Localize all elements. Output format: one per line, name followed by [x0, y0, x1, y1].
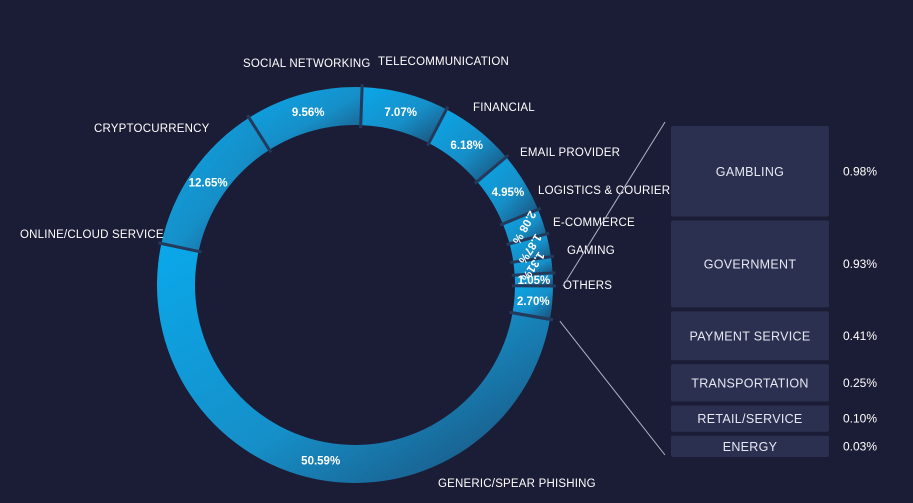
divider-telecommunication	[426, 106, 450, 147]
breakdown-percent-transportation: 0.25%	[843, 376, 877, 390]
category-label-others: OTHERS	[563, 280, 612, 292]
breakdown-label-energy: ENERGY	[723, 440, 778, 454]
slice-gaming	[514, 272, 553, 286]
breakdown-box-transportation	[671, 364, 829, 402]
category-label-logistics-couriers: LOGISTICS & COURIERS	[538, 185, 678, 197]
slice-others	[512, 285, 553, 320]
slice-dividers	[158, 84, 557, 322]
slice-cryptocurrency	[249, 87, 363, 150]
donut-slices	[157, 87, 553, 483]
divider-cryptocurrency	[246, 114, 273, 154]
breakdown-percent-payment-service: 0.41%	[843, 329, 877, 343]
slice-telecommunication	[428, 109, 507, 182]
breakdown-percent-retail-service: 0.10%	[843, 412, 877, 426]
connector-line-bottom	[559, 320, 666, 456]
slice-generic-spear-phishing	[157, 243, 550, 483]
slice-percent-cryptocurrency: 9.56%	[292, 107, 325, 119]
breakdown-percent-energy: 0.03%	[843, 439, 877, 453]
breakdown-box-gambling	[671, 126, 829, 217]
divider-social-networking	[359, 84, 364, 129]
divider-e-commerce	[510, 254, 555, 265]
breakdown-box-retail-service	[671, 405, 829, 432]
slice-financial	[477, 157, 539, 224]
breakdown-label-transportation: TRANSPORTATION	[691, 376, 808, 390]
category-label-cryptocurrency: CRYPTOCURRENCY	[94, 123, 210, 135]
divider-end	[509, 310, 554, 322]
category-label-generic-spear-phishing: GENERIC/SPEAR PHISHING	[438, 478, 596, 490]
breakdown-percent-government: 0.93%	[843, 257, 877, 271]
breakdown-percent-gambling: 0.98%	[843, 164, 877, 178]
connector-line-top	[562, 121, 666, 287]
divider-financial	[473, 153, 510, 185]
category-label-telecommunication: TELECOMMUNICATION	[378, 56, 509, 68]
category-label-financial: FINANCIAL	[473, 102, 535, 114]
slice-percent-telecommunication: 6.18%	[450, 140, 483, 152]
divider-gaming	[511, 271, 556, 277]
category-label-e-commerce: E-COMMERCE	[553, 217, 635, 229]
others-breakdown-boxes: GAMBLING 0.98% GOVERNMENT 0.93% PAYMENT SERV…	[671, 126, 877, 457]
breakdown-label-gambling: GAMBLING	[716, 165, 784, 179]
breakdown-box-energy	[671, 435, 829, 457]
breakdown-label-payment-service: PAYMENT SERVICE	[690, 329, 811, 343]
divider-email-provider	[499, 206, 542, 227]
slice-email-provider	[502, 209, 547, 244]
slice-category-labels: GENERIC/SPEAR PHISHING ONLINE/CLOUD SERVI…	[20, 56, 678, 490]
breakdown-box-payment-service	[671, 311, 829, 361]
breakdown-box-government	[671, 220, 829, 308]
slice-percent-others: 2.70%	[517, 296, 550, 308]
slice-percent-generic-spear-phishing: 50.59%	[301, 456, 340, 468]
divider-online-cloud-service	[158, 241, 202, 254]
divider-logistics-couriers	[506, 231, 550, 246]
slice-percent-social-networking: 7.07%	[384, 107, 417, 119]
category-label-social-networking: SOCIAL NETWORKING	[243, 58, 371, 70]
slice-percent-online-cloud-service: 12.65%	[189, 178, 228, 190]
breakdown-label-government: GOVERNMENT	[704, 257, 797, 271]
category-label-email-provider: EMAIL PROVIDER	[520, 147, 620, 159]
others-connector-lines	[559, 121, 666, 456]
slice-online-cloud-service	[161, 117, 270, 252]
slice-percent-gaming: 1.05%	[518, 275, 551, 287]
category-label-gaming: GAMING	[567, 245, 615, 257]
category-label-online-cloud-service: ONLINE/CLOUD SERVICE	[20, 229, 164, 241]
slice-social-networking	[360, 87, 447, 144]
breakdown-label-retail-service: RETAIL/SERVICE	[697, 412, 802, 426]
slice-percent-financial: 4.95%	[492, 187, 525, 199]
